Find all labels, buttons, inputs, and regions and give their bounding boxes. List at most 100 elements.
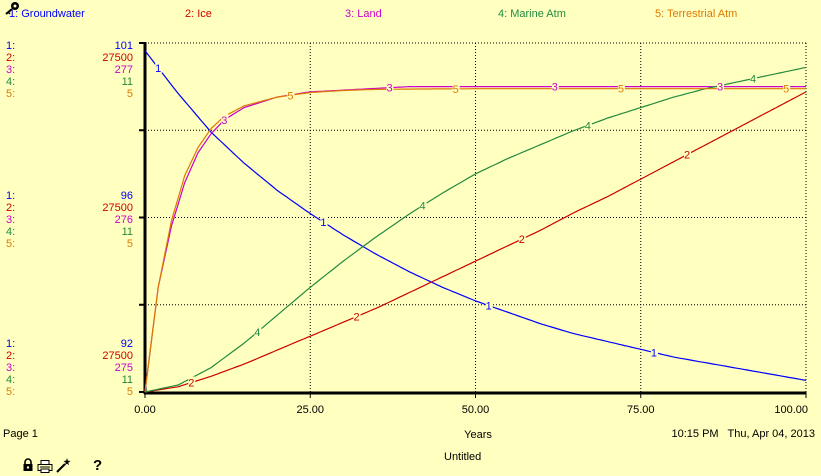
series-marker-1: 1	[155, 63, 161, 75]
x-tick-labels: 0.00 25.00 50.00 75.00 100.00	[134, 404, 808, 416]
scale-series-id: 5:	[6, 386, 15, 398]
series-marker-bg	[485, 299, 493, 311]
series-marker-bg	[650, 346, 658, 358]
legend-item-1: 1: Groundwater	[9, 8, 85, 20]
scale-series-id: 3:	[6, 362, 15, 374]
series-marker-2: 2	[353, 312, 359, 324]
scale-value-bottom: 5	[127, 386, 133, 398]
series-marker-4: 4	[750, 74, 756, 86]
magic-wand-icon[interactable]	[55, 458, 71, 473]
series-marker-4: 4	[420, 201, 426, 213]
scale-value-top: 277	[115, 64, 133, 76]
legend-item-3: 3: Land	[345, 8, 382, 20]
x-axis-label: Years	[464, 429, 492, 441]
series-marker-bg	[188, 376, 196, 388]
scale-value-mid: 5	[127, 238, 133, 250]
series-marker-bg	[221, 113, 229, 125]
legend-item-2: 2: Ice	[185, 8, 212, 20]
series-marker-bg	[386, 81, 394, 93]
series-marker-5: 5	[783, 84, 789, 96]
series-marker-1: 1	[486, 301, 492, 313]
scale-value-mid: 27500	[102, 202, 133, 214]
scale-value-mid: 11	[122, 226, 133, 238]
series-marker-bg	[320, 216, 328, 228]
series-marker-3: 3	[552, 82, 558, 94]
series-marker-bg	[419, 199, 427, 211]
series-line-3	[144, 85, 806, 393]
series-marker-2: 2	[684, 150, 690, 162]
scale-series-id: 1:	[6, 40, 15, 52]
x-tick-label: 100.00	[774, 404, 808, 416]
scale-value-bottom: 27500	[102, 350, 133, 362]
x-tick-label: 0.00	[134, 404, 155, 416]
scale-value-mid: 96	[121, 190, 133, 202]
scale-series-id: 2:	[6, 350, 15, 362]
y-scales: 1: 101 2: 27500 3: 277 4: 11 5: 5 1: 96 2: 27500 3: 276…	[6, 40, 133, 398]
scale-value-top: 5	[127, 88, 133, 100]
series-marker-1: 1	[320, 217, 326, 229]
series-marker-bg	[155, 61, 163, 73]
axes	[139, 42, 807, 398]
scale-series-id: 1:	[6, 338, 15, 350]
series-marker-bg	[518, 233, 526, 245]
series-marker-2: 2	[519, 234, 525, 246]
x-tick-label: 50.00	[462, 404, 490, 416]
scale-value-bottom: 275	[115, 362, 133, 374]
series-marker-5: 5	[287, 90, 293, 102]
scale-value-mid: 276	[115, 214, 133, 226]
legend: 1: Groundwater 2: Ice 3: Land 4: Marine Atm…	[9, 8, 737, 20]
document-title: Untitled	[444, 451, 482, 463]
series-marker-3: 3	[387, 83, 393, 95]
scale-value-top: 11	[122, 76, 133, 88]
series-marker-4: 4	[254, 327, 260, 339]
scale-value-bottom: 92	[121, 338, 133, 350]
series-marker-bg	[684, 148, 692, 160]
series-marker-bg	[783, 82, 791, 94]
series-line-2	[144, 91, 807, 393]
series-line-5	[144, 88, 806, 393]
series-marker-bg	[551, 80, 559, 92]
series-marker-1: 1	[651, 347, 657, 359]
scale-series-id: 4:	[6, 374, 15, 386]
scale-series-id: 4:	[6, 76, 15, 88]
x-tick-label: 75.00	[627, 404, 655, 416]
scale-series-id: 4:	[6, 226, 15, 238]
print-icon[interactable]	[37, 460, 53, 473]
x-tick-label: 25.00	[296, 404, 324, 416]
scale-series-id: 2:	[6, 52, 15, 64]
scale-value-bottom: 11	[122, 374, 133, 386]
series-marker-2: 2	[188, 378, 194, 390]
series-point-labels: 1 1 1 1 2 2 2 2 3 3 3 3 4 4 4 4 5 5 5 5	[155, 61, 791, 390]
series-line-1	[144, 50, 807, 381]
series-marker-4: 4	[585, 120, 591, 132]
series-marker-bg	[353, 310, 361, 322]
series-marker-3: 3	[717, 82, 723, 94]
series-marker-bg	[452, 82, 460, 94]
series-marker-3: 3	[221, 115, 227, 127]
scale-series-id: 5:	[6, 238, 15, 250]
scale-series-id: 1:	[6, 190, 15, 202]
series-lines	[144, 50, 807, 393]
scale-series-id: 3:	[6, 64, 15, 76]
series-marker-bg	[584, 119, 592, 131]
series-marker-bg	[287, 89, 295, 101]
series-marker-bg	[254, 325, 262, 337]
scale-series-id: 3:	[6, 214, 15, 226]
scale-value-top: 27500	[102, 52, 133, 64]
legend-item-4: 4: Marine Atm	[498, 8, 566, 20]
scale-series-id: 5:	[6, 88, 15, 100]
grid	[145, 42, 807, 392]
page-label: Page 1	[3, 428, 38, 440]
help-icon[interactable]: ?	[93, 457, 103, 474]
legend-item-5: 5: Terrestrial Atm	[655, 8, 737, 20]
series-marker-5: 5	[453, 84, 459, 96]
series-marker-5: 5	[618, 84, 624, 96]
scale-value-top: 101	[115, 40, 133, 52]
key-icon[interactable]	[4, 1, 20, 15]
scale-series-id: 2:	[6, 202, 15, 214]
timestamp: 10:15 PM Thu, Apr 04, 2013	[671, 428, 815, 440]
series-marker-bg	[750, 72, 758, 84]
series-marker-bg	[617, 82, 625, 94]
lock-icon[interactable]	[22, 458, 34, 472]
